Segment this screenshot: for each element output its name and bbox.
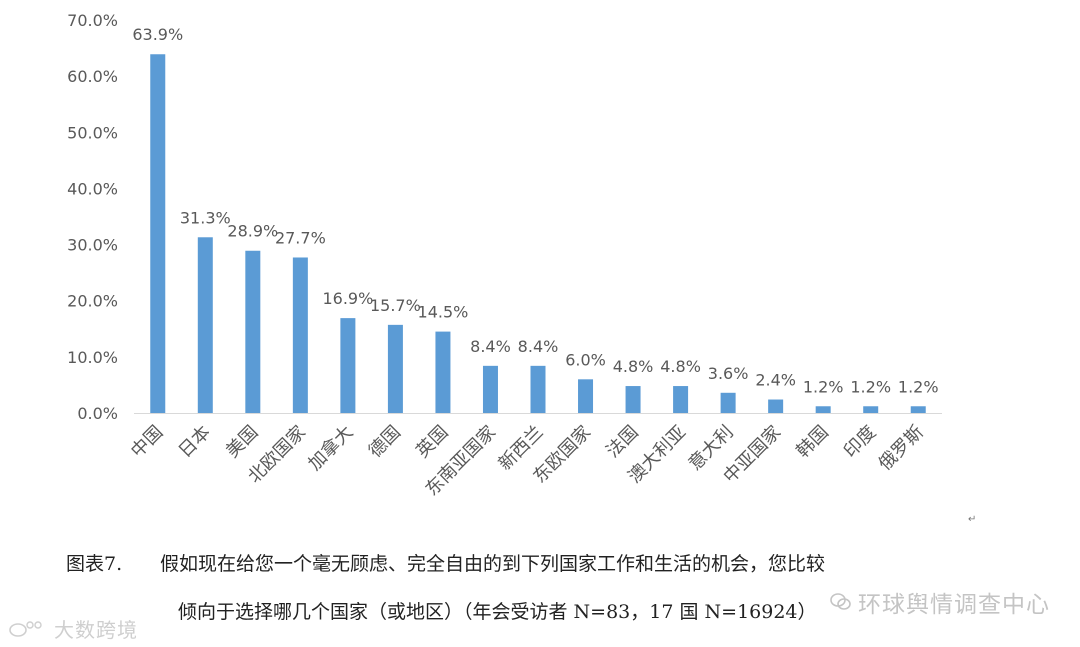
bar [673,386,689,413]
data-label: 14.5% [418,303,469,322]
wechat-icon [830,592,852,618]
bar [482,365,498,413]
y-tick-label: 70.0% [67,11,118,30]
bar [768,399,784,413]
bar [910,406,926,413]
data-label: 16.9% [322,289,373,308]
bar-chart: 0.0%10.0%20.0%30.0%40.0%50.0%60.0%70.0% … [67,11,942,500]
data-label: 2.4% [755,371,796,390]
data-label: 1.2% [850,377,891,396]
x-tick-label: 美国 [222,422,262,462]
data-label: 8.4% [518,337,559,356]
x-tick-label: 加拿大 [304,421,358,475]
caption-text-2: 倾向于选择哪几个国家（或地区）（年会受访者 N=83，17 国 N=16924） [178,601,817,623]
x-tick-label: 中国 [127,422,167,462]
data-label: 4.8% [613,357,654,376]
data-label: 4.8% [660,357,701,376]
data-label: 31.3% [180,208,231,227]
x-tick-label: 俄罗斯 [875,422,928,475]
x-tick-label: 英国 [412,422,452,462]
bar [197,237,213,413]
y-tick-label: 20.0% [67,292,118,311]
data-label: 63.9% [132,25,183,44]
data-label: 1.2% [898,377,939,396]
bar [245,250,261,413]
y-tick-label: 60.0% [67,67,118,86]
x-tick-label: 日本 [175,422,215,462]
bar [720,392,736,413]
bar [292,257,308,413]
y-tick-label: 10.0% [67,348,118,367]
bar [578,379,594,413]
data-label: 3.6% [708,364,749,383]
x-tick-label: 印度 [840,422,880,462]
x-tick-label: 韩国 [792,422,832,462]
bar [387,324,403,413]
watermark-right-text: 环球舆情调查中心 [858,592,1050,618]
x-tick-label: 法国 [602,422,642,462]
data-label: 6.0% [565,350,606,369]
watermark-right: 环球舆情调查中心 [830,585,1050,619]
y-tick-label: 30.0% [67,236,118,255]
data-label: 1.2% [803,377,844,396]
bar [150,54,166,414]
bar [340,318,356,413]
watermark-left-text: 大数跨境 [54,618,138,642]
figure-label: 图表7. [66,553,123,575]
bar [815,406,831,413]
caption-text-1: 假如现在给您一个毫无顾虑、完全自由的到下列国家工作和生活的机会，您比较 [160,553,826,575]
y-tick-label: 40.0% [67,179,118,198]
x-tick-label: 德国 [365,422,405,462]
bars [150,54,926,414]
data-label: 28.9% [227,222,278,241]
data-labels: 63.9%31.3%28.9%27.7%16.9%15.7%14.5%8.4% 8… [132,25,938,396]
y-axis-ticks: 0.0% 10.0% 20.0% 30.0% 40.0% 50.0% 60.0% 70.0% [67,11,118,423]
bar [863,406,879,413]
bar [530,365,546,413]
paragraph-mark-icon: ↵ [968,514,977,525]
bar [435,331,451,413]
bar [625,386,641,413]
y-tick-label: 0.0% [77,404,118,423]
figure-caption-line-2: 倾向于选择哪几个国家（或地区）（年会受访者 N=83，17 国 N=16924） [178,597,1080,624]
y-tick-label: 50.0% [67,123,118,142]
data-label: 8.4% [470,337,511,356]
watermark-left: 大数跨境 [8,614,138,643]
data-label: 15.7% [370,296,421,315]
figure-caption-line-1: 图表7. 假如现在给您一个毫无顾虑、完全自由的到下列国家工作和生活的机会，您比较 [66,549,1080,576]
data-label: 27.7% [275,228,326,247]
weibo-icon [8,618,48,642]
